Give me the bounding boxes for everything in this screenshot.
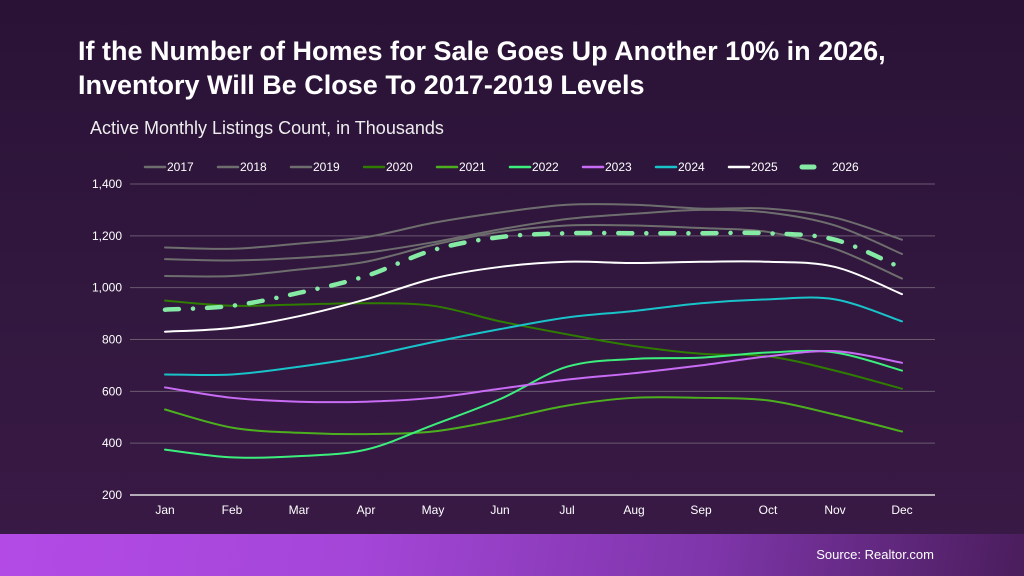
x-tick-label: Nov [824, 503, 845, 517]
x-tick-label: Jun [490, 503, 509, 517]
line-chart: 200 400 600 800 1,000 1,200 1,400 Jan Feb Mar Apr… [92, 160, 935, 517]
series-line-2020 [164, 299, 903, 390]
y-tick-label: 800 [102, 333, 122, 347]
series-line-2022 [164, 349, 903, 459]
y-tick-label: 600 [102, 384, 122, 398]
series-line-2023 [164, 349, 903, 404]
legend-label-2023: 2023 [605, 160, 632, 174]
y-tick-label: 1,200 [92, 229, 122, 243]
legend-label-2021: 2021 [459, 160, 486, 174]
series-line-2021 [164, 396, 903, 436]
x-tick-label: May [422, 503, 445, 517]
series-line-2026 [162, 230, 905, 312]
y-tick-label: 1,400 [92, 177, 122, 191]
x-tick-label: Jul [559, 503, 574, 517]
legend-label-2018: 2018 [240, 160, 267, 174]
chart-subtitle: Active Monthly Listings Count, in Thousa… [90, 118, 444, 138]
series-line-2017 [164, 202, 903, 250]
legend-label-2017: 2017 [167, 160, 194, 174]
legend-label-2026: 2026 [832, 160, 859, 174]
series-line-2018 [164, 208, 903, 262]
legend-label-2019: 2019 [313, 160, 340, 174]
x-tick-label: Aug [623, 503, 644, 517]
series-line-2025 [164, 260, 903, 333]
legend-label-2024: 2024 [678, 160, 705, 174]
x-tick-label: Feb [222, 503, 243, 517]
x-tick-label: Apr [357, 503, 376, 517]
legend-label-2022: 2022 [532, 160, 559, 174]
x-tick-label: Mar [289, 503, 310, 517]
footer-bar: Source: Realtor.com [0, 534, 1024, 576]
legend-label-2025: 2025 [751, 160, 778, 174]
y-tick-label: 200 [102, 488, 122, 502]
legend-label-2020: 2020 [386, 160, 413, 174]
x-tick-label: Jan [155, 503, 174, 517]
x-tick-label: Oct [759, 503, 778, 517]
y-tick-label: 1,000 [92, 281, 122, 295]
source-text: Source: Realtor.com [816, 547, 934, 562]
series-line-2024 [164, 296, 903, 377]
chart-title: If the Number of Homes for Sale Goes Up … [78, 36, 886, 100]
y-tick-label: 400 [102, 436, 122, 450]
x-tick-label: Dec [891, 503, 912, 517]
x-tick-label: Sep [690, 503, 712, 517]
